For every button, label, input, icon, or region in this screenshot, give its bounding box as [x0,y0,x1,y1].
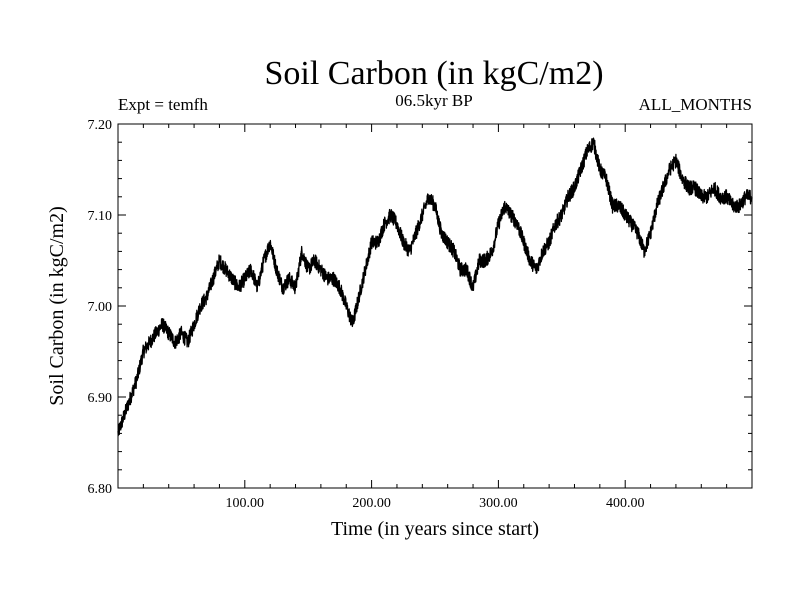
plot-frame [117,123,753,489]
x-tick-label: 100.00 [226,496,265,511]
period-caption: 06.5kyr BP [395,91,472,110]
series-line-soil-carbon [117,137,753,437]
x-tick-label: 400.00 [606,496,645,511]
y-tick-label: 6.90 [88,391,113,406]
x-tick-label: 200.00 [352,496,391,511]
y-tick-label: 7.00 [88,300,113,315]
y-tick-labels: 6.80 6.90 7.00 7.10 7.20 [88,118,113,497]
chart-title: Soil Carbon (in kgC/m2) [264,55,603,92]
x-axis-label: Time (in years since start) [331,518,539,540]
y-axis-label: Soil Carbon (in kgC/m2) [46,206,68,405]
experiment-caption: Expt = temfh [118,95,208,114]
x-tick-label: 300.00 [479,496,518,511]
y-tick-label: 6.80 [88,482,113,497]
y-tick-label: 7.20 [88,118,113,133]
y-tick-label: 7.10 [88,209,113,224]
axis-ticks [117,123,753,489]
x-tick-labels: 100.00 200.00 300.00 400.00 [226,496,645,511]
months-caption: ALL_MONTHS [639,95,752,114]
